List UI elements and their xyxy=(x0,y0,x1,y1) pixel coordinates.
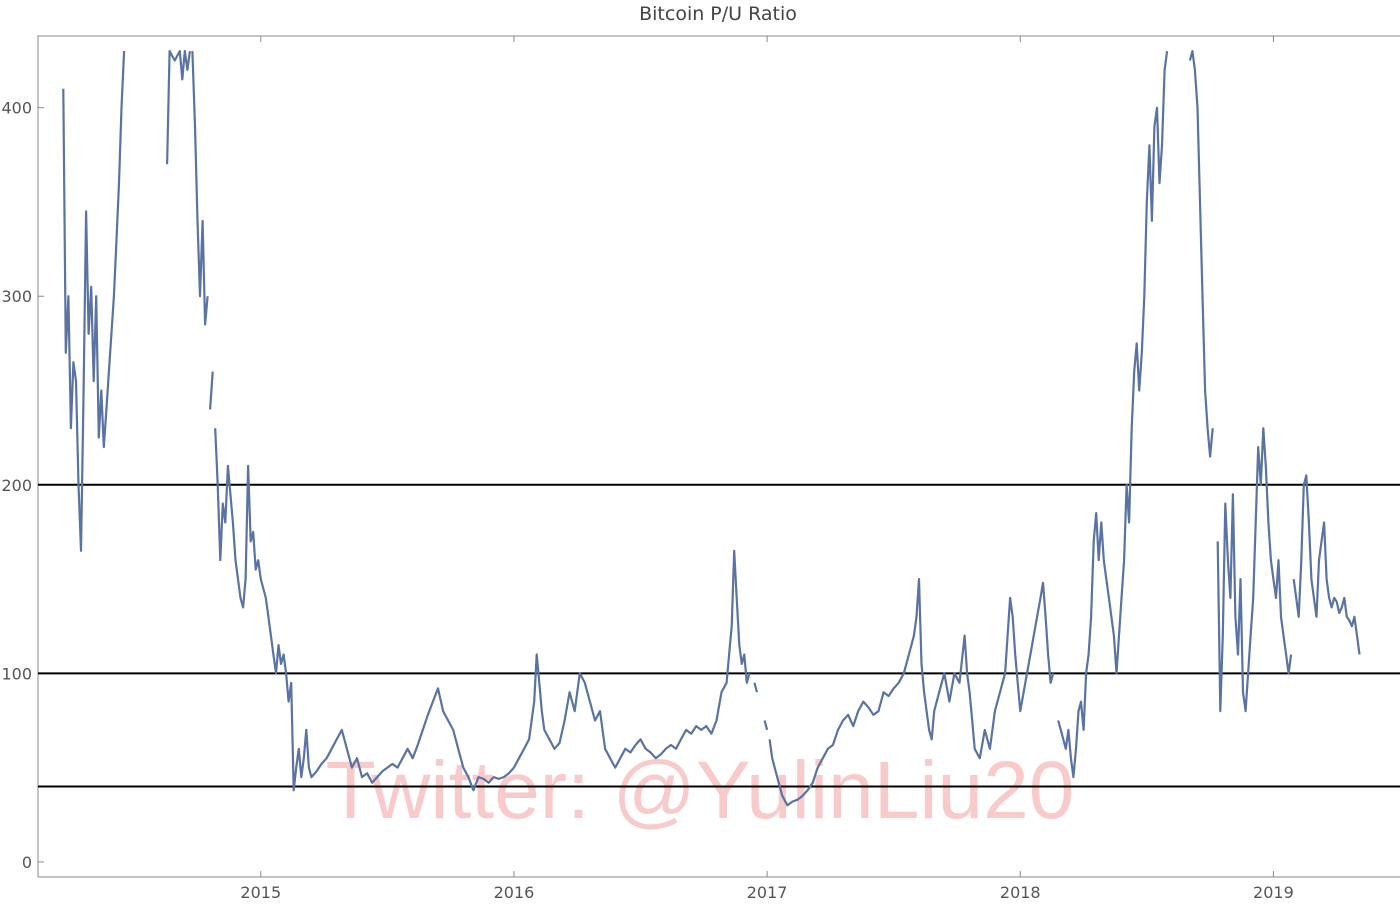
reference-lines xyxy=(38,483,1400,788)
series-lines xyxy=(62,50,1361,807)
series-line-segment xyxy=(209,371,214,410)
series-line-segment xyxy=(1057,50,1169,779)
series-line-segment xyxy=(1188,50,1214,458)
series-line-segment xyxy=(763,720,769,731)
chart-title: Bitcoin P/U Ratio xyxy=(639,3,797,25)
series-line-segment xyxy=(753,682,759,693)
series-line-segment xyxy=(166,50,191,165)
y-tick-label: 100 xyxy=(1,664,32,683)
y-tick-label: 200 xyxy=(1,476,32,495)
x-tick-label: 2018 xyxy=(1000,883,1041,902)
x-tick-label: 2016 xyxy=(494,883,535,902)
series-line-segment xyxy=(214,428,751,792)
x-tick-label: 2015 xyxy=(240,883,281,902)
series-line-segment xyxy=(1292,474,1361,655)
series-line-segment xyxy=(191,51,209,326)
plot-frame xyxy=(37,35,1400,878)
y-tick-label: 400 xyxy=(1,99,32,118)
series-line-segment xyxy=(1216,427,1293,713)
y-tick-label: 300 xyxy=(1,287,32,306)
x-axis-ticks: 2015 2016 2017 2018 2019 xyxy=(240,36,1294,902)
watermark-text: Twitter: @YulinLiu20 xyxy=(326,745,1075,836)
series-line-segment xyxy=(768,578,1055,807)
x-tick-label: 2019 xyxy=(1253,883,1294,902)
series-line-segment xyxy=(62,51,126,552)
y-tick-label: 0 xyxy=(22,853,32,872)
x-tick-label: 2017 xyxy=(747,883,788,902)
